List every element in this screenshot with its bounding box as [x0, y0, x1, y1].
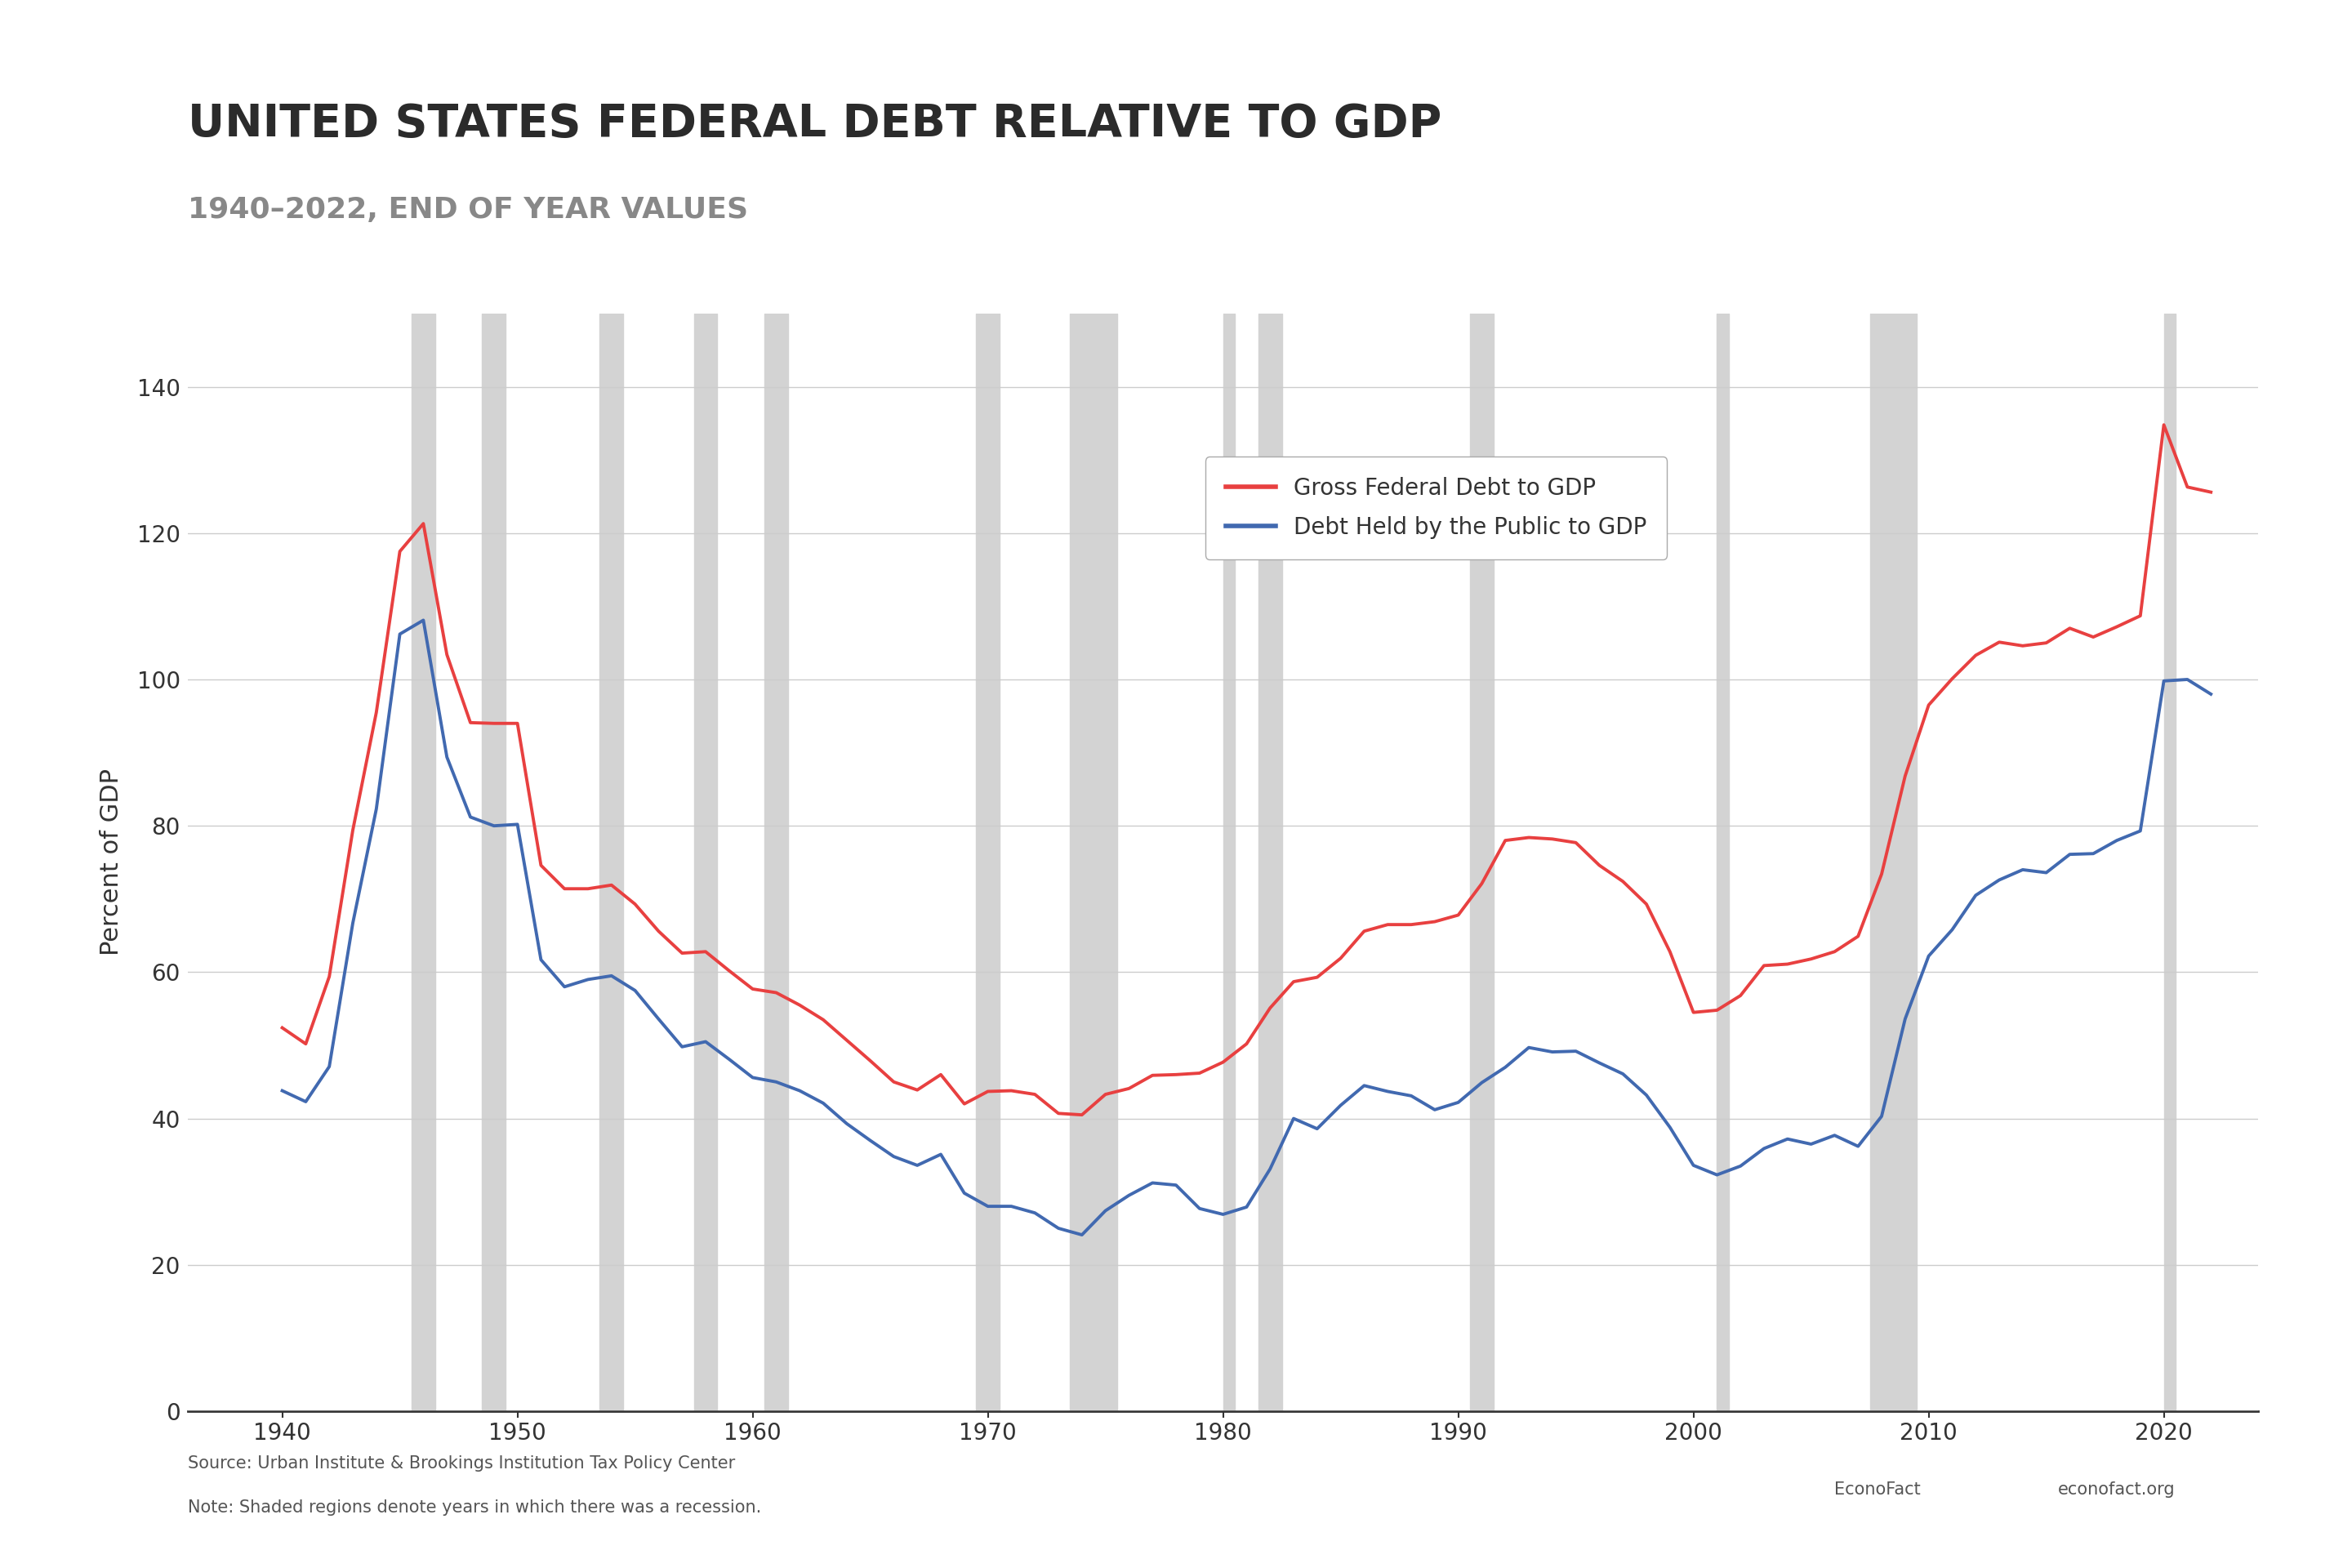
Debt Held by the Public to GDP	[268, 1082, 296, 1101]
Debt Held by the Public to GDP	[386, 624, 414, 643]
Gross Federal Debt to GDP	[386, 543, 414, 561]
Text: Note: Shaded regions denote years in which there was a recession.: Note: Shaded regions denote years in whi…	[188, 1499, 762, 1515]
Legend: Gross Federal Debt to GDP, Debt Held by the Public to GDP: Gross Federal Debt to GDP, Debt Held by …	[1204, 456, 1668, 560]
Debt Held by the Public to GDP	[574, 971, 602, 989]
Bar	[412, 314, 435, 1411]
Bar	[1070, 314, 1117, 1411]
Bar	[1470, 314, 1494, 1411]
Bar	[1258, 314, 1282, 1411]
Gross Federal Debt to GDP	[1679, 1004, 1708, 1022]
Bar	[1870, 314, 1917, 1411]
Debt Held by the Public to GDP	[2197, 685, 2225, 704]
Y-axis label: Percent of GDP: Percent of GDP	[99, 768, 122, 956]
Gross Federal Debt to GDP	[1444, 906, 1472, 925]
Bar	[1223, 314, 1235, 1411]
Debt Held by the Public to GDP	[1820, 1126, 1849, 1145]
Bar	[482, 314, 506, 1411]
Text: econofact.org: econofact.org	[2058, 1482, 2176, 1497]
Text: UNITED STATES FEDERAL DEBT RELATIVE TO GDP: UNITED STATES FEDERAL DEBT RELATIVE TO G…	[188, 102, 1442, 146]
Debt Held by the Public to GDP	[1068, 1226, 1096, 1245]
Bar	[600, 314, 623, 1411]
Debt Held by the Public to GDP	[1703, 1165, 1731, 1184]
Bar	[764, 314, 788, 1411]
Debt Held by the Public to GDP	[409, 612, 437, 630]
Bar	[694, 314, 717, 1411]
Gross Federal Debt to GDP	[2150, 416, 2178, 434]
Line: Debt Held by the Public to GDP: Debt Held by the Public to GDP	[282, 621, 2211, 1236]
Text: EconoFact: EconoFact	[1835, 1482, 1922, 1497]
Gross Federal Debt to GDP	[1797, 950, 1825, 969]
Debt Held by the Public to GDP	[1468, 1073, 1496, 1091]
Debt Held by the Public to GDP	[691, 1032, 720, 1051]
Text: Source: Urban Institute & Brookings Institution Tax Policy Center: Source: Urban Institute & Brookings Inst…	[188, 1455, 736, 1471]
Line: Gross Federal Debt to GDP: Gross Federal Debt to GDP	[282, 425, 2211, 1115]
Text: 1940–2022, END OF YEAR VALUES: 1940–2022, END OF YEAR VALUES	[188, 196, 748, 224]
Bar	[1717, 314, 1729, 1411]
Bar	[2164, 314, 2176, 1411]
Gross Federal Debt to GDP	[2197, 483, 2225, 502]
Gross Federal Debt to GDP	[268, 1018, 296, 1036]
Gross Federal Debt to GDP	[550, 880, 579, 898]
Gross Federal Debt to GDP	[1068, 1105, 1096, 1124]
Gross Federal Debt to GDP	[668, 944, 696, 963]
Bar	[976, 314, 1000, 1411]
